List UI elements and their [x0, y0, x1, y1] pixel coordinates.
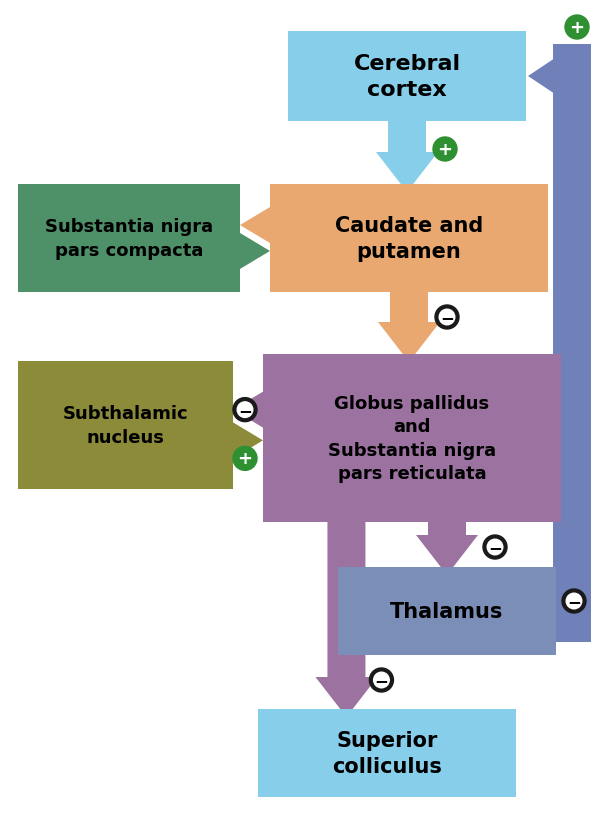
Text: +: + [570, 19, 584, 37]
Bar [263, 355, 561, 523]
Text: −: − [488, 538, 502, 556]
Text: Thalamus: Thalamus [390, 601, 503, 622]
Polygon shape [233, 389, 268, 431]
Text: −: − [375, 672, 389, 689]
Bar [18, 185, 240, 292]
Circle shape [562, 590, 586, 613]
Text: Superior
colliculus: Superior colliculus [332, 730, 442, 776]
Circle shape [565, 16, 589, 40]
Bar [18, 361, 233, 490]
Polygon shape [378, 292, 440, 363]
Polygon shape [416, 523, 478, 575]
Circle shape [433, 138, 457, 162]
Circle shape [566, 594, 582, 609]
Polygon shape [376, 122, 438, 192]
Circle shape [233, 398, 257, 422]
Text: Cerebral
cortex: Cerebral cortex [353, 54, 461, 100]
Text: Globus pallidus
and
Substantia nigra
pars reticulata: Globus pallidus and Substantia nigra par… [328, 394, 496, 483]
Bar [288, 32, 526, 122]
Polygon shape [228, 420, 263, 462]
Bar [556, 590, 572, 628]
Polygon shape [235, 231, 270, 273]
Circle shape [233, 447, 257, 471]
Text: +: + [438, 141, 452, 159]
Circle shape [439, 310, 455, 325]
Circle shape [370, 668, 393, 692]
Text: Subthalamic
nucleus: Subthalamic nucleus [63, 405, 188, 446]
Text: Substantia nigra
pars compacta: Substantia nigra pars compacta [45, 218, 213, 260]
Circle shape [435, 305, 459, 329]
Circle shape [483, 536, 507, 559]
Text: −: − [567, 592, 581, 610]
Polygon shape [240, 205, 275, 247]
Bar [553, 45, 591, 642]
Text: Caudate and
putamen: Caudate and putamen [335, 215, 483, 262]
Bar [270, 185, 548, 292]
Bar [338, 568, 556, 655]
Text: +: + [238, 450, 252, 468]
Circle shape [237, 402, 253, 418]
Polygon shape [528, 47, 573, 106]
Text: −: − [440, 309, 454, 327]
Bar [258, 709, 516, 797]
Circle shape [487, 540, 503, 555]
Circle shape [374, 672, 389, 688]
Polygon shape [316, 523, 378, 717]
Text: −: − [238, 401, 252, 419]
